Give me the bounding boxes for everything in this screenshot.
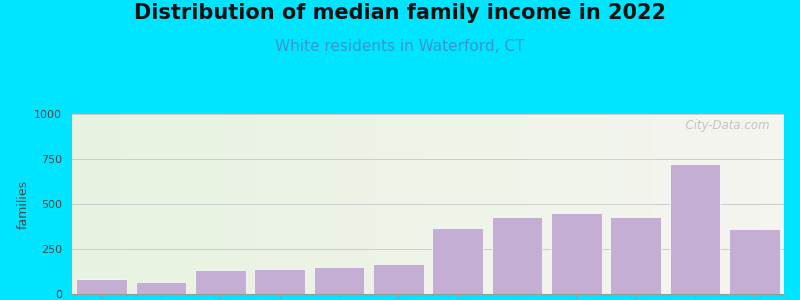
Text: White residents in Waterford, CT: White residents in Waterford, CT [275,39,525,54]
Bar [136,282,186,294]
Bar [77,279,127,294]
Bar [670,164,720,294]
Bar [492,217,542,294]
Bar [254,269,305,294]
Bar [729,229,779,294]
Text: City-Data.com: City-Data.com [678,119,770,132]
Y-axis label: families: families [17,179,30,229]
Bar [433,228,483,294]
Bar [195,270,246,294]
Bar [610,217,661,294]
Bar [314,267,364,294]
Bar [373,264,423,294]
Bar [551,213,602,294]
Text: Distribution of median family income in 2022: Distribution of median family income in … [134,3,666,23]
